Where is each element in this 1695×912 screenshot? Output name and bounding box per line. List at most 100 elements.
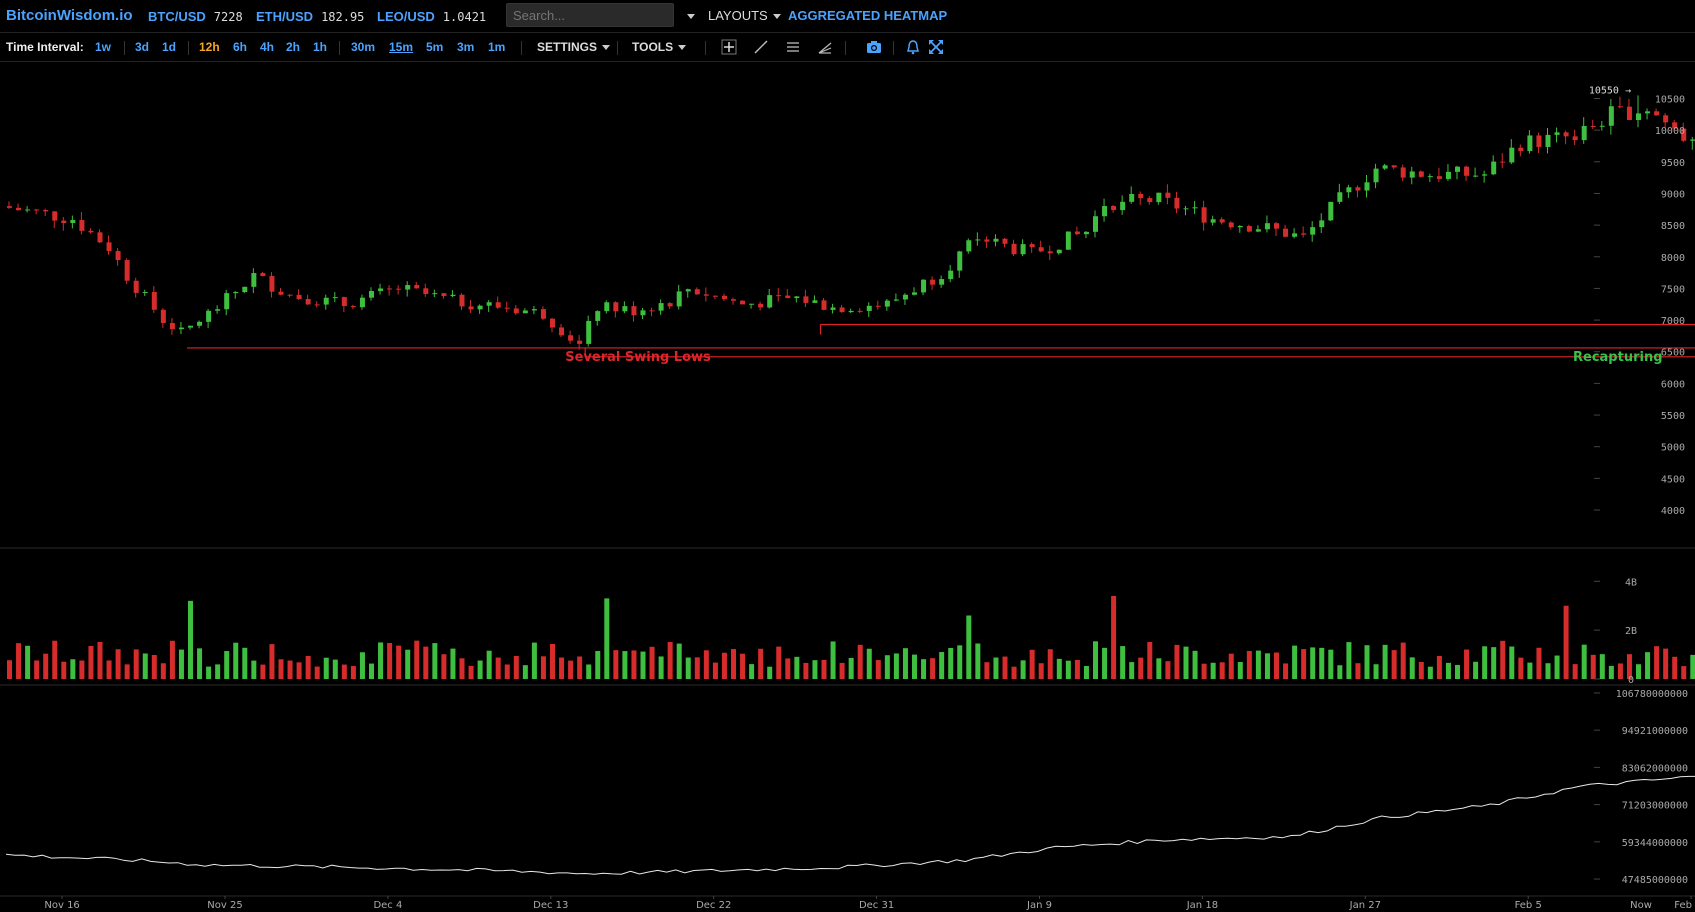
interval-3d[interactable]: 3d: [135, 40, 150, 54]
candle-body: [921, 279, 927, 293]
price-chart[interactable]: 4000 4500 5000 5500 6000 6500 7000 7500 8000 8500…: [0, 62, 1695, 912]
ticker-btc[interactable]: BTC/USD 7228: [148, 9, 243, 24]
volume-bar: [1246, 650, 1252, 679]
aggregated-heatmap-link[interactable]: AGGREGATED HEATMAP: [788, 8, 948, 23]
volume-bar: [1165, 661, 1171, 679]
candle-body: [1237, 225, 1243, 228]
layouts-label: LAYOUTS: [708, 8, 768, 23]
brand-logo[interactable]: BitcoinWisdom.io: [6, 7, 133, 24]
tools-dropdown[interactable]: TOOLS: [632, 40, 687, 54]
x-tick-label: Dec 22: [696, 900, 731, 911]
search-dropdown-toggle[interactable]: [682, 8, 695, 23]
interval-12h[interactable]: 12h: [199, 40, 220, 54]
horizontal-lines-icon[interactable]: [785, 39, 801, 55]
interval-1m[interactable]: 1m: [488, 40, 506, 54]
candle-body: [694, 289, 700, 295]
volume-bar: [414, 640, 420, 679]
ticker-eth[interactable]: ETH/USD 182.95: [256, 9, 364, 24]
volume-bar: [1056, 658, 1062, 679]
candle-body: [1120, 201, 1126, 211]
candle-body: [178, 327, 184, 330]
price-tick-label: 6000: [1661, 379, 1685, 390]
settings-dropdown[interactable]: SETTINGS: [537, 40, 611, 54]
candle-body: [1409, 171, 1415, 178]
volume-tick-label: 0: [1628, 675, 1634, 686]
volume-bar: [7, 660, 12, 679]
interval-15m[interactable]: 15m: [389, 40, 414, 54]
camera-icon[interactable]: [866, 39, 882, 55]
interval-3m[interactable]: 3m: [457, 40, 475, 54]
volume-bar: [1690, 654, 1695, 679]
fan-tool-icon[interactable]: [817, 39, 833, 55]
interval-5m[interactable]: 5m: [426, 40, 444, 54]
candle-body: [1427, 176, 1433, 178]
candle-body: [441, 293, 447, 297]
volume-bar: [486, 650, 492, 679]
volume-bar: [305, 655, 311, 679]
candle-body: [1654, 111, 1660, 116]
interval-6h[interactable]: 6h: [233, 40, 248, 54]
candle-body: [1491, 161, 1497, 175]
candle-body: [893, 299, 899, 301]
volume-bar: [1283, 663, 1289, 679]
fullscreen-icon[interactable]: [928, 39, 944, 55]
candle-body: [830, 307, 836, 310]
volume-bar: [767, 666, 773, 679]
candle-body: [1418, 171, 1424, 177]
volume-bar: [1174, 644, 1180, 679]
volume-bar: [1445, 662, 1451, 679]
candle-body: [631, 306, 637, 316]
candle-body: [1626, 106, 1632, 121]
volume-bar: [1020, 660, 1026, 679]
crosshair-icon[interactable]: [721, 39, 737, 55]
volume-bar: [1201, 663, 1207, 679]
candle-body: [875, 305, 881, 307]
candle-body: [405, 285, 411, 290]
line-tool-icon[interactable]: [753, 39, 769, 55]
interval-2h[interactable]: 2h: [286, 40, 301, 54]
candle-body: [1509, 147, 1515, 163]
volume-bar: [1255, 650, 1261, 679]
candle-body: [396, 288, 402, 290]
bell-icon[interactable]: [905, 39, 921, 55]
candle-body: [1255, 229, 1261, 232]
interval-1h[interactable]: 1h: [313, 40, 328, 54]
volume-bar: [568, 660, 574, 679]
volume-bar: [1400, 642, 1406, 679]
candle-body: [287, 294, 293, 296]
candle-body: [215, 309, 221, 311]
candle-body: [1174, 197, 1180, 209]
divider: [521, 41, 522, 55]
candle-body: [767, 295, 773, 308]
volume-bar: [912, 654, 917, 679]
obv-line: [5, 775, 1695, 875]
ticker-symbol: LEO/USD: [377, 9, 435, 24]
interval-1d[interactable]: 1d: [162, 40, 177, 54]
candle-body: [522, 310, 528, 314]
candle-body: [260, 273, 266, 277]
volume-bar: [1681, 666, 1687, 679]
volume-bar: [794, 656, 800, 679]
volume-bar: [233, 642, 239, 679]
candle-body: [1636, 113, 1641, 121]
candle-body: [1590, 125, 1596, 127]
candle-body: [1527, 135, 1533, 152]
interval-1w[interactable]: 1w: [95, 40, 112, 54]
candle-body: [106, 242, 112, 252]
volume-bar: [957, 645, 963, 679]
candle-body: [577, 340, 583, 344]
volume-bar: [79, 660, 85, 679]
layouts-dropdown[interactable]: LAYOUTS: [708, 8, 781, 23]
volume-bar: [559, 657, 565, 679]
volume-bar: [577, 656, 583, 679]
interval-30m[interactable]: 30m: [351, 40, 376, 54]
interval-4h[interactable]: 4h: [260, 40, 275, 54]
volume-bar: [531, 642, 537, 679]
x-tick-label: Jan 27: [1349, 900, 1381, 911]
obv-tick-label: 106780000000: [1616, 689, 1688, 700]
search-input[interactable]: [506, 3, 674, 27]
ticker-leo[interactable]: LEO/USD 1.0421: [377, 9, 486, 24]
volume-bar: [658, 656, 664, 679]
volume-bar: [1500, 640, 1506, 679]
volume-bar: [1102, 647, 1108, 679]
